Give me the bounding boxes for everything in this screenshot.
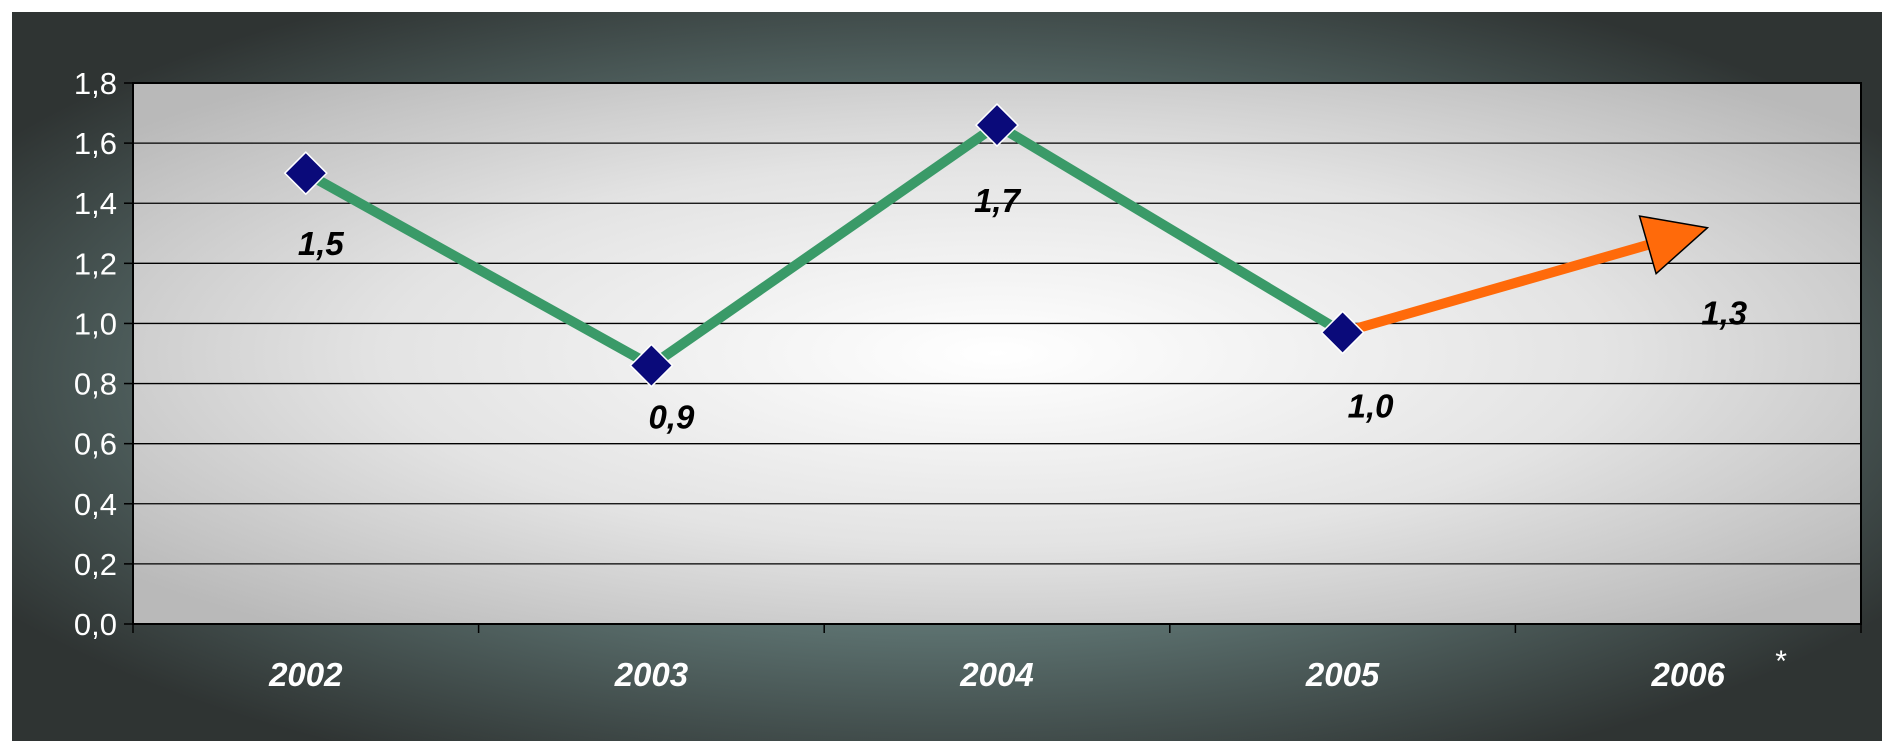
data-point-marker [974,103,1020,148]
plot-area [133,83,1861,624]
data-label: 1,0 [1348,387,1395,424]
axes: 0,0 0,2 0,4 0,6 0,8 1,0 1,2 1,4 1,6 1,8 2002 2003 20… [74,66,1862,693]
y-tick-label: 1,0 [74,306,117,341]
data-point-marker [283,151,328,196]
data-label: 1,5 [298,225,345,262]
data-label: 0,9 [648,399,695,436]
x-tick-label: 2006 [1650,656,1725,693]
y-tick-label: 0,4 [74,487,117,522]
y-tick-label: 0,6 [74,427,117,462]
y-tick-label: 0,8 [74,367,117,402]
forecast-arrow-shaft [1337,238,1657,338]
y-tick-label: 1,8 [74,66,117,101]
x-tick-label: 2005 [1305,656,1380,693]
y-tick-label: 1,4 [74,186,117,221]
series [283,103,1710,388]
y-tick-label: 0,0 [74,607,117,642]
data-label: 1,3 [1701,294,1747,331]
plot-border [132,82,1862,625]
y-tick-label: 1,2 [74,246,117,281]
data-label: 1,7 [974,182,1022,219]
data-point-marker [1320,310,1365,355]
x-tick-label: 2002 [268,656,343,693]
y-tick-label: 1,6 [74,126,117,161]
series-line-actual [300,120,1348,371]
x-tick-label: 2003 [614,656,688,693]
data-labels: 1,5 0,9 1,7 1,0 1,3 [298,182,1747,435]
forecast-arrow-head [1638,215,1710,276]
data-point-marker [629,343,674,388]
y-tick-label: 0,2 [74,547,117,582]
footnote-asterisk: * [1774,645,1787,678]
x-tick-label: 2004 [959,656,1033,693]
